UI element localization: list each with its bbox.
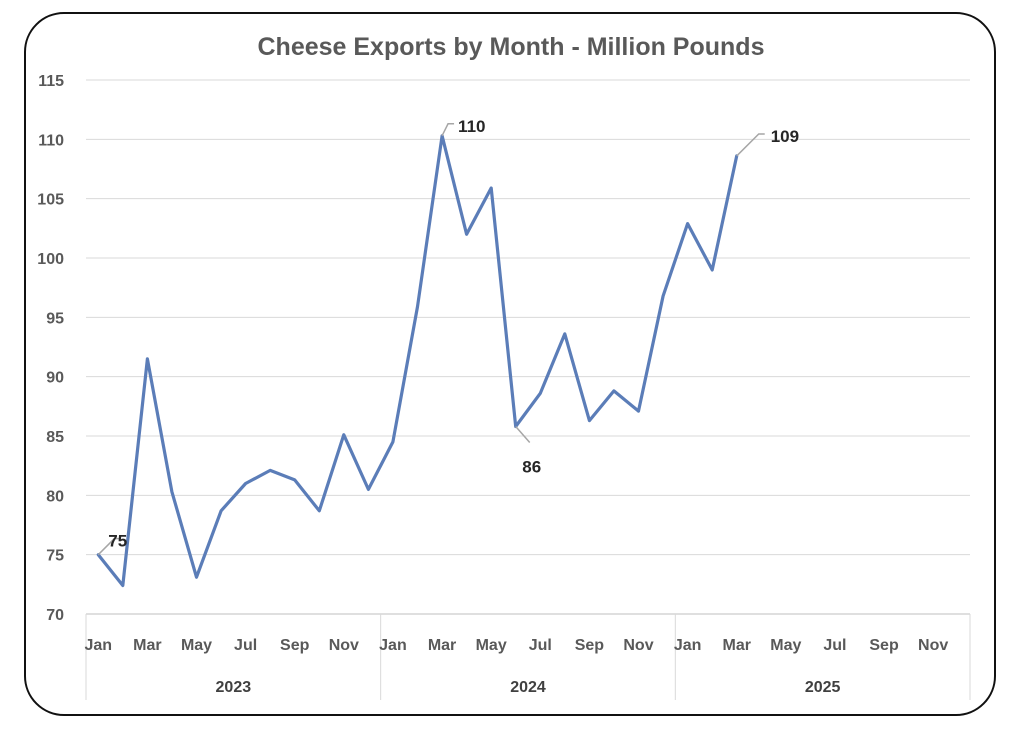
x-tick-label: Mar: [722, 637, 750, 654]
data-label-leader: [97, 537, 121, 556]
y-tick-label: 70: [46, 607, 64, 624]
year-label: 2024: [510, 679, 546, 696]
x-tick-label: Sep: [869, 637, 899, 654]
x-tick-label: Mar: [428, 637, 456, 654]
chart-title: Cheese Exports by Month - Million Pounds: [258, 33, 765, 61]
data-label: 110: [458, 117, 485, 136]
x-tick-label: Nov: [918, 637, 948, 654]
y-tick-label: 110: [38, 132, 64, 149]
y-tick-label: 90: [46, 370, 64, 387]
series-exports: [96, 134, 739, 588]
x-tick-label: Nov: [329, 637, 359, 654]
y-tick-label: 105: [37, 192, 64, 209]
x-tick-label: Jul: [823, 637, 846, 654]
year-label: 2023: [216, 679, 252, 696]
x-tick-label: Jul: [529, 637, 552, 654]
x-tick-label: Nov: [623, 637, 653, 654]
y-tick-label: 85: [46, 429, 64, 446]
series-line: [96, 134, 739, 588]
x-tick-label: Jan: [674, 637, 702, 654]
x-axis-ticks: Jan Mar May Jul Sep Nov Jan Mar May Jul Sep Nov Jan M…: [84, 637, 948, 654]
data-label-leader: [441, 123, 455, 137]
data-label: 109: [771, 127, 799, 146]
x-tick-label: Mar: [133, 637, 161, 654]
x-tick-label: Jul: [234, 637, 257, 654]
x-axis: [85, 613, 971, 700]
x-tick-label: May: [181, 637, 212, 654]
y-tick-label: 80: [46, 488, 64, 505]
x-tick-label: Sep: [575, 637, 605, 654]
x-tick-label: Jan: [84, 637, 112, 654]
x-tick-label: Jan: [379, 637, 407, 654]
data-label: 86: [522, 458, 541, 477]
year-label: 2025: [805, 679, 841, 696]
y-axis-ticks: 70 75 80 85 90 95 100 105 110 115: [37, 73, 64, 624]
y-tick-label: 115: [38, 73, 64, 90]
year-labels: 2023 2024 2025: [216, 679, 841, 696]
gridlines: [86, 79, 970, 556]
y-tick-label: 75: [46, 548, 64, 565]
x-tick-label: May: [770, 637, 801, 654]
x-tick-label: May: [476, 637, 507, 654]
data-label-leader: [736, 133, 765, 157]
data-labels: 75 110 86 109: [97, 117, 799, 556]
y-tick-label: 100: [37, 251, 64, 268]
x-tick-label: Sep: [280, 637, 310, 654]
data-label: 75: [108, 532, 127, 551]
data-label-leader: [515, 426, 531, 444]
y-tick-label: 95: [46, 310, 64, 327]
